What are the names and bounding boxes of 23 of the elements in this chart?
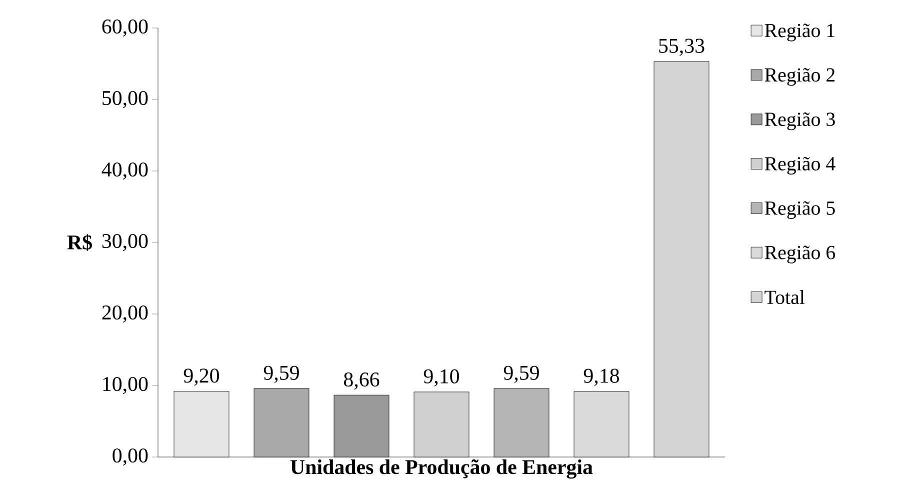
- data-label: 9,59: [504, 366, 539, 383]
- y-tick-label: 20,00: [102, 305, 148, 323]
- y-axis-title: R$: [67, 234, 92, 251]
- data-label: 9,10: [424, 369, 460, 386]
- y-tick-label: 50,00: [102, 90, 148, 108]
- y-tick-label: 40,00: [102, 162, 148, 180]
- data-label: 9,59: [264, 366, 299, 383]
- data-label: 9,20: [184, 368, 220, 386]
- legend-label: Região 2: [764, 68, 835, 86]
- x-axis-title: Unidades de Produção de Energia: [290, 459, 593, 479]
- data-label: 55,33: [659, 38, 704, 56]
- legend-label: Total: [764, 290, 805, 304]
- data-label: 8,66: [344, 372, 380, 390]
- legend-label: Região 5: [764, 201, 835, 219]
- y-tick-label: 30,00: [102, 234, 148, 252]
- y-tick-label: 10,00: [103, 376, 148, 394]
- legend-label: Região 3: [764, 112, 835, 130]
- legend-label: Região 1: [764, 24, 834, 42]
- legend-label: Região 4: [764, 156, 836, 175]
- legend-label: Região 6: [764, 246, 836, 264]
- y-tick-label: 60,00: [102, 19, 148, 37]
- y-tick-label: 0,00: [112, 448, 148, 466]
- data-label: 9,18: [584, 368, 620, 386]
